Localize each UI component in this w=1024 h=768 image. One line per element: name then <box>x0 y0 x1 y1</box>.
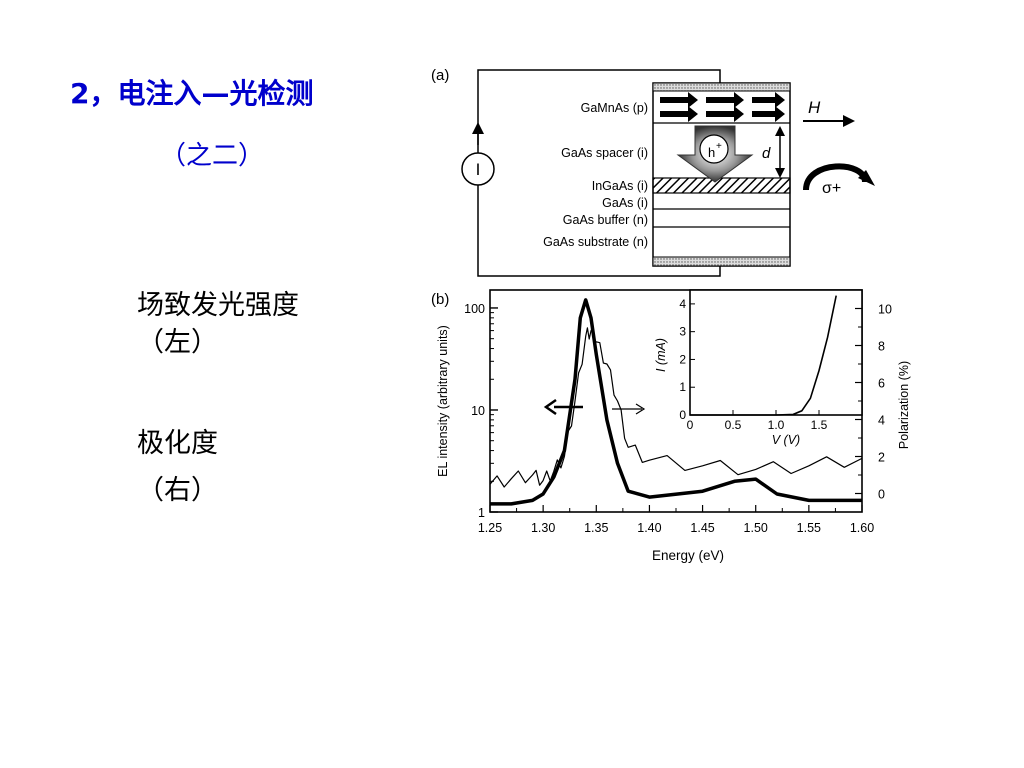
current-source-icon <box>461 152 495 186</box>
layer-labels: GaMnAs (p) GaAs spacer (i) InGaAs (i) Ga… <box>543 101 648 249</box>
main-axes: 1.25 1.30 1.35 1.40 1.45 1.50 1.55 1.6011010002… <box>464 302 892 535</box>
note-polarization-paren: （右） <box>137 475 218 506</box>
layer-label-substrate: GaAs substrate (n) <box>543 235 648 249</box>
inset-x-tick-label: 1.5 <box>811 418 828 432</box>
panel-b-label: (b) <box>431 291 449 308</box>
slide-title: 2，电注入—光检测 <box>70 77 314 110</box>
panel-a: (a) I h + d <box>431 67 875 277</box>
y-left-tick-label: 100 <box>464 302 485 316</box>
layer-label-gamnas: GaMnAs (p) <box>581 101 648 115</box>
polarization-curve <box>489 327 863 488</box>
y-left-axis-title: EL intensity (arbitrary units) <box>436 325 450 477</box>
y-right-tick-label: 10 <box>878 303 892 317</box>
y-left-tick-label: 10 <box>471 404 485 418</box>
top-contact <box>652 82 791 92</box>
current-symbol: I <box>476 160 481 179</box>
x-axis-title: Energy (eV) <box>652 548 724 563</box>
iv-curve <box>690 295 837 416</box>
hole-symbol-plus: + <box>716 141 722 152</box>
hole-circle <box>699 134 729 164</box>
bottom-contact <box>652 256 791 267</box>
y-right-axis-title: Polarization (%) <box>897 361 911 449</box>
x-tick-label: 1.25 <box>478 521 502 535</box>
layer-label-buffer: GaAs buffer (n) <box>563 213 648 227</box>
inset-y-tick-label: 4 <box>679 297 686 311</box>
layer-label-gaas: GaAs (i) <box>602 196 648 210</box>
inset-axes: 0 0.5 1.0 1.5 0 1 2 3 4 <box>679 297 827 432</box>
x-tick-label: 1.55 <box>797 521 821 535</box>
x-tick-label: 1.40 <box>637 521 661 535</box>
panel-a-label: (a) <box>431 67 449 84</box>
ingaas-layer <box>652 177 791 194</box>
layer-label-ingaas: InGaAs (i) <box>592 179 648 193</box>
inset-x-axis-title: V (V) <box>772 433 800 447</box>
x-tick-label: 1.50 <box>744 521 768 535</box>
hole-symbol-h: h <box>708 145 715 160</box>
x-tick-label: 1.45 <box>690 521 714 535</box>
inset-y-tick-label: 3 <box>679 325 686 339</box>
slide-subtitle: （之二） <box>160 141 265 171</box>
x-tick-label: 1.35 <box>584 521 608 535</box>
x-tick-label: 1.30 <box>531 521 555 535</box>
inset-frame <box>689 289 863 416</box>
inset-x-tick-label: 0.5 <box>725 418 742 432</box>
inset-y-tick-label: 2 <box>679 352 686 366</box>
field-symbol: H <box>808 98 821 117</box>
inset-x-tick-label: 1.0 <box>768 418 785 432</box>
inset-y-axis-title: I (mA) <box>654 338 668 372</box>
y-left-tick-label: 1 <box>478 506 485 520</box>
layer-label-spacer: GaAs spacer (i) <box>561 146 648 160</box>
y-right-tick-label: 0 <box>878 488 885 502</box>
inset-y-tick-label: 1 <box>679 380 686 394</box>
panel-b: (b) 1.25 1.30 1.35 1.40 1.45 1.50 1.55 1.601101… <box>431 289 911 563</box>
inset-y-tick-label: 0 <box>679 408 686 422</box>
y-right-tick-label: 6 <box>878 377 885 391</box>
el-intensity-curve <box>490 298 862 506</box>
x-tick-label: 1.60 <box>850 521 874 535</box>
sigma-symbol: σ+ <box>822 180 841 197</box>
y-right-tick-label: 4 <box>878 414 885 428</box>
inset-x-tick-label: 0 <box>687 418 694 432</box>
distance-symbol: d <box>762 145 771 162</box>
note-el-intensity-paren: （左） <box>137 327 218 358</box>
magnetization-arrows <box>660 92 785 122</box>
note-polarization-label: 极化度 <box>137 428 218 459</box>
y-right-tick-label: 2 <box>878 451 885 465</box>
note-el-intensity-label: 场致发光强度 <box>137 290 299 321</box>
y-right-tick-label: 8 <box>878 340 885 354</box>
